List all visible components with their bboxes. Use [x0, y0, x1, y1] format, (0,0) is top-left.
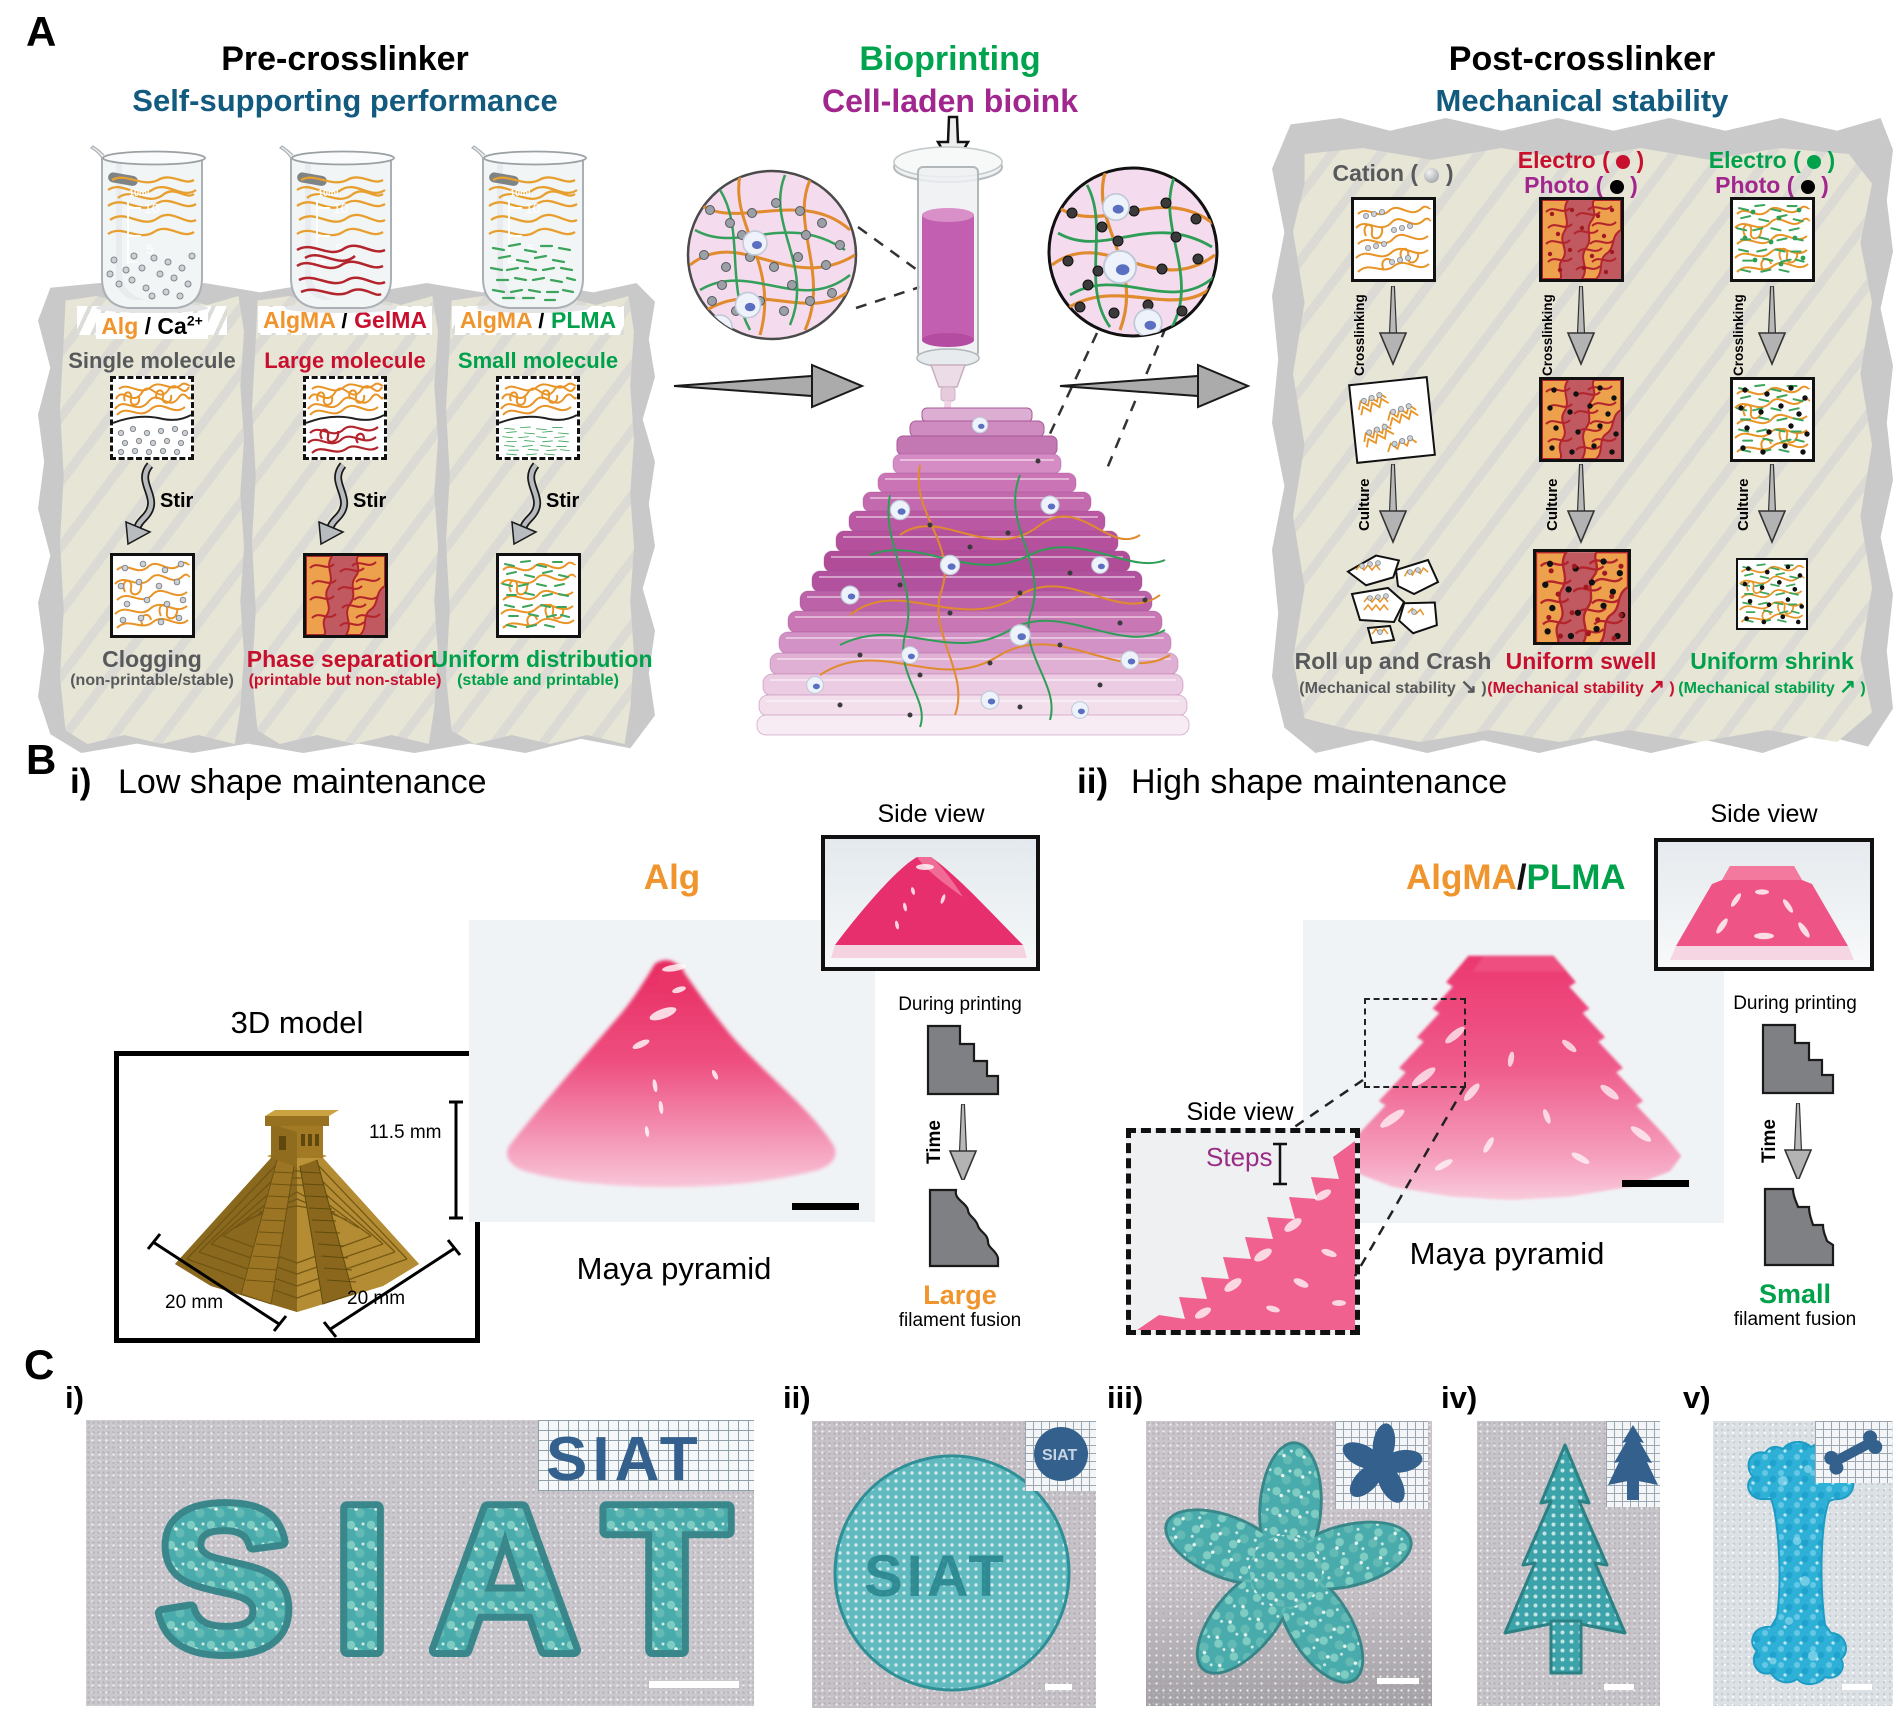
svg-text:SIAT: SIAT: [546, 1425, 703, 1491]
svg-text:11.5 mm: 11.5 mm: [369, 1122, 442, 1143]
svg-text:SIAT: SIAT: [156, 1464, 754, 1694]
svg-text:SIAT: SIAT: [1042, 1447, 1077, 1464]
svg-text:SIAT: SIAT: [864, 1544, 1008, 1609]
svg-text:SIAT: SIAT: [156, 1464, 754, 1694]
svg-text:20 mm: 20 mm: [347, 1288, 405, 1309]
svg-text:20 mm: 20 mm: [165, 1292, 223, 1313]
